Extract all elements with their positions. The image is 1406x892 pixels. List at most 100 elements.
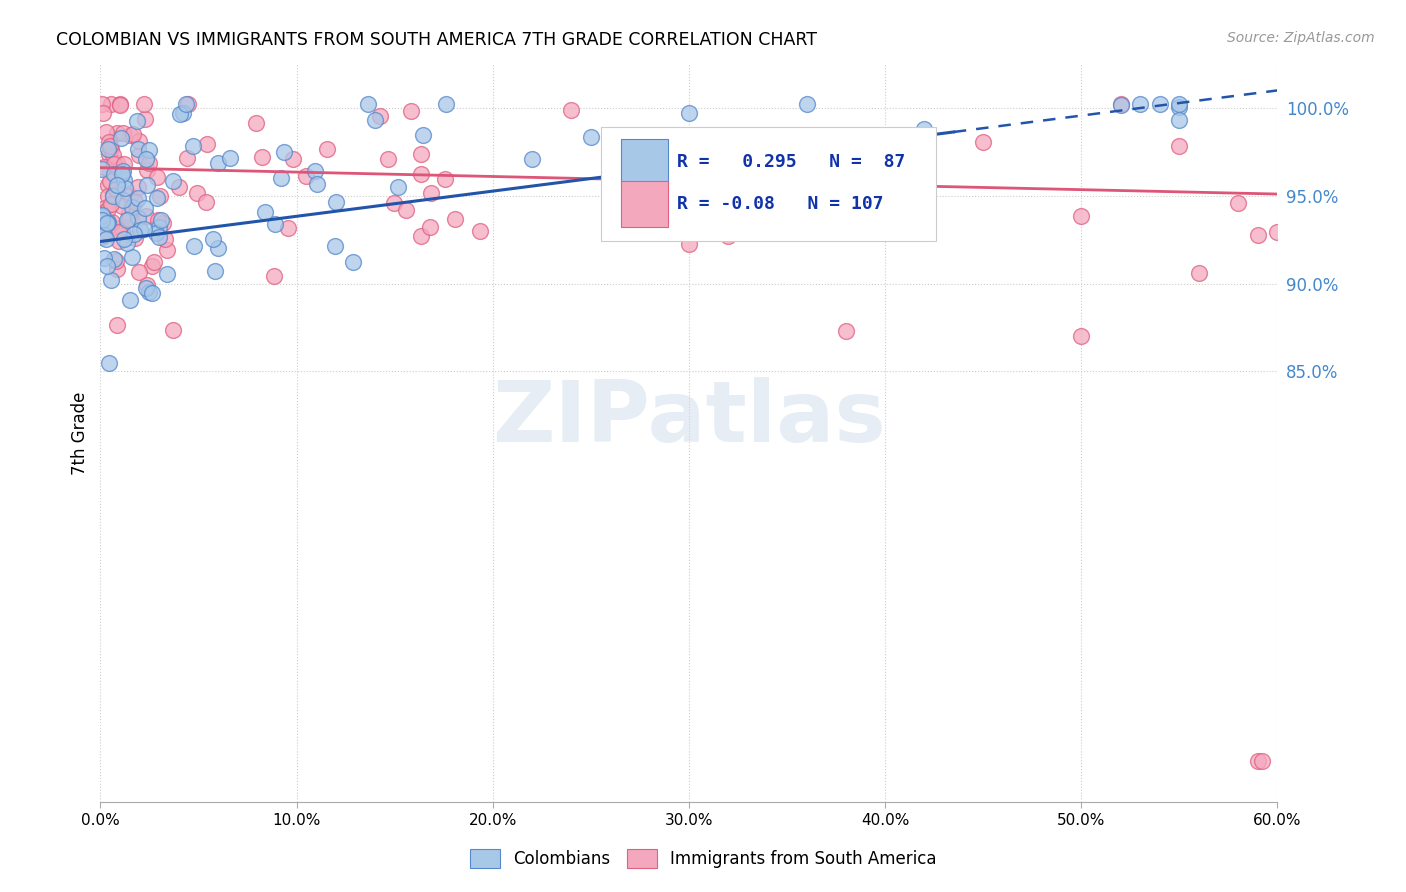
Point xyxy=(364,113,387,128)
Point xyxy=(105,261,128,276)
Point xyxy=(105,126,128,140)
Point xyxy=(91,210,114,224)
Point xyxy=(1070,209,1092,223)
Point xyxy=(111,219,134,234)
Point xyxy=(127,211,149,225)
Point xyxy=(146,169,169,184)
Point xyxy=(295,169,318,184)
Point xyxy=(134,112,156,126)
Point xyxy=(103,252,125,267)
Point xyxy=(1168,99,1191,113)
Point xyxy=(100,272,122,286)
Point xyxy=(411,167,433,181)
Point xyxy=(111,167,134,181)
Point xyxy=(91,230,114,244)
Point xyxy=(1149,97,1171,112)
Point xyxy=(434,172,457,186)
Point xyxy=(121,200,143,214)
Point xyxy=(176,151,198,165)
Point xyxy=(579,130,602,145)
Point xyxy=(100,215,122,229)
Point xyxy=(195,137,218,152)
Point xyxy=(104,253,127,268)
Point xyxy=(912,122,935,136)
Point xyxy=(127,191,149,205)
Point xyxy=(93,251,115,265)
Point xyxy=(141,286,163,301)
Point xyxy=(207,241,229,255)
Point xyxy=(972,135,994,149)
FancyBboxPatch shape xyxy=(620,181,668,227)
Point xyxy=(434,97,457,112)
Point xyxy=(277,220,299,235)
Point xyxy=(114,180,136,194)
Point xyxy=(172,106,194,120)
Point xyxy=(111,126,134,140)
Point xyxy=(678,106,700,120)
Point xyxy=(91,205,114,219)
Point xyxy=(110,131,132,145)
Point xyxy=(207,156,229,170)
Point xyxy=(103,148,125,162)
FancyBboxPatch shape xyxy=(620,139,668,185)
Point xyxy=(323,239,346,253)
Point xyxy=(111,199,134,213)
Point xyxy=(468,224,491,238)
Point xyxy=(100,97,122,112)
Point xyxy=(135,152,157,166)
Point xyxy=(169,107,191,121)
Point xyxy=(186,186,208,201)
Point xyxy=(118,293,141,307)
Point xyxy=(98,174,121,188)
Point xyxy=(678,236,700,251)
Point xyxy=(127,180,149,194)
Point xyxy=(342,254,364,268)
Point xyxy=(118,206,141,220)
Point xyxy=(127,142,149,156)
Point xyxy=(394,202,416,217)
Point xyxy=(111,193,134,207)
Point xyxy=(155,232,177,246)
Point xyxy=(132,221,155,235)
Point xyxy=(112,232,135,246)
Point xyxy=(1247,755,1270,769)
Point xyxy=(136,163,159,178)
Point xyxy=(96,216,118,230)
Point xyxy=(377,152,399,166)
Point xyxy=(315,142,337,156)
Point xyxy=(97,142,120,156)
Point xyxy=(281,152,304,166)
Point xyxy=(325,194,347,209)
Point xyxy=(103,188,125,202)
Point xyxy=(202,232,225,246)
Point xyxy=(399,103,422,118)
Point xyxy=(97,178,120,193)
Point xyxy=(124,231,146,245)
Point xyxy=(138,156,160,170)
Point xyxy=(98,146,121,161)
Point xyxy=(105,156,128,170)
Point xyxy=(91,97,114,112)
Point xyxy=(115,212,138,227)
Point xyxy=(110,97,132,112)
Point xyxy=(263,268,285,283)
Point xyxy=(100,164,122,178)
Text: COLOMBIAN VS IMMIGRANTS FROM SOUTH AMERICA 7TH GRADE CORRELATION CHART: COLOMBIAN VS IMMIGRANTS FROM SOUTH AMERI… xyxy=(56,31,817,49)
Point xyxy=(1247,228,1270,243)
Point xyxy=(149,213,172,227)
Point xyxy=(108,97,131,112)
Point xyxy=(1267,225,1289,239)
Point xyxy=(105,318,128,332)
Point xyxy=(93,160,115,174)
Point xyxy=(122,227,145,242)
Point xyxy=(114,156,136,170)
Point xyxy=(128,147,150,161)
Point xyxy=(96,217,118,231)
Point xyxy=(125,114,148,128)
Point xyxy=(835,161,858,175)
Point xyxy=(108,234,131,248)
Text: R =   0.295   N =  87: R = 0.295 N = 87 xyxy=(678,153,905,171)
Point xyxy=(357,97,380,112)
Point xyxy=(105,178,128,193)
Point xyxy=(142,255,165,269)
